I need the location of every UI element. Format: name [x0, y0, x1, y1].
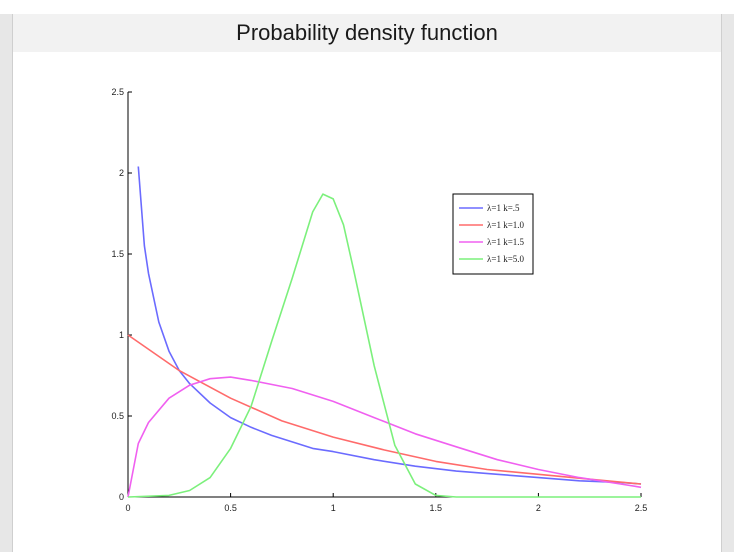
figure-title-bar: Probability density function: [13, 14, 721, 52]
series-line-2: [127, 376, 642, 498]
window-top-strip: [0, 0, 734, 15]
x-tick-label: 0: [125, 503, 130, 513]
chart-title: Probability density function: [236, 20, 498, 45]
legend-label-3: λ=1 k=5.0: [487, 254, 525, 264]
legend-label-0: λ=1 k=.5: [487, 203, 520, 213]
window-frame-right: [721, 14, 734, 552]
x-tick-label: 1.5: [430, 503, 443, 513]
y-tick-label: 2: [119, 168, 124, 178]
legend-label-2: λ=1 k=1.5: [487, 237, 525, 247]
window-frame-left: [0, 14, 13, 552]
y-tick-label: 0.5: [111, 411, 124, 421]
y-tick-label: 1: [119, 330, 124, 340]
chart-svg: 0 0.5 1 1.5 2 2.5 0 0.5 1 1.5 2 2.5 λ=1 k=.5 λ=1 k=1.…: [111, 87, 648, 513]
x-tick-label: 1: [331, 503, 336, 513]
y-tick-label: 2.5: [111, 87, 124, 97]
series-line-3: [127, 193, 641, 498]
x-tick-label: 2.5: [635, 503, 648, 513]
plot-canvas: 0 0.5 1 1.5 2 2.5 0 0.5 1 1.5 2 2.5 λ=1 k=.5 λ=1 k=1.…: [13, 52, 721, 552]
series-line-1: [127, 334, 642, 485]
legend-label-1: λ=1 k=1.0: [487, 220, 525, 230]
y-tick-label: 0: [119, 492, 124, 502]
x-tick-label: 2: [536, 503, 541, 513]
y-tick-label: 1.5: [111, 249, 124, 259]
x-tick-label: 0.5: [224, 503, 237, 513]
series-line-0: [137, 166, 642, 485]
